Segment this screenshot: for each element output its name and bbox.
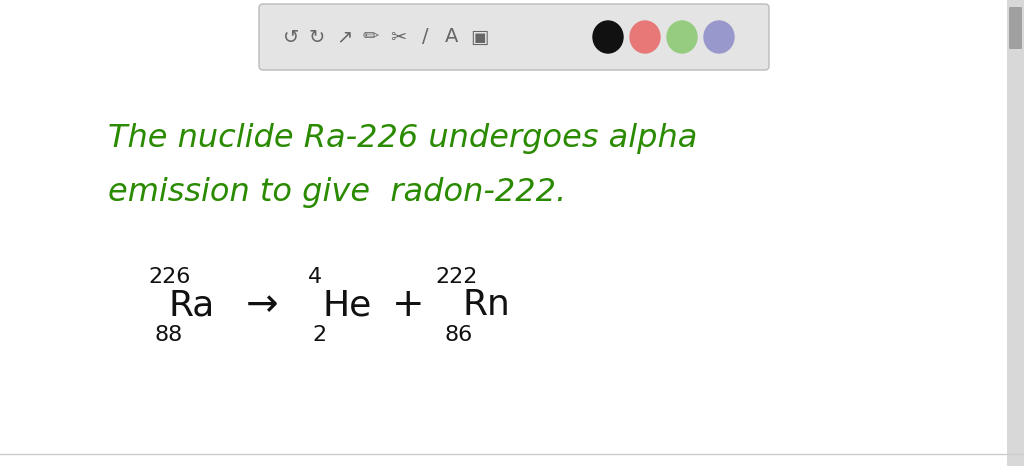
FancyBboxPatch shape [1009,7,1022,49]
FancyBboxPatch shape [1007,0,1024,466]
Text: The nuclide Ra-226 undergoes alpha: The nuclide Ra-226 undergoes alpha [108,123,697,153]
Text: 4: 4 [308,267,323,287]
Text: He: He [322,288,372,322]
Text: /: / [422,27,428,47]
Text: +: + [392,286,424,324]
Text: ↻: ↻ [309,27,326,47]
Ellipse shape [667,21,697,53]
FancyBboxPatch shape [259,4,769,70]
Text: ✂: ✂ [390,27,407,47]
Text: ▣: ▣ [470,27,488,47]
Text: ↗: ↗ [336,27,352,47]
Text: 2: 2 [312,325,326,345]
Ellipse shape [630,21,660,53]
Ellipse shape [705,21,734,53]
Text: Rn: Rn [462,288,510,322]
Text: emission to give  radon-222.: emission to give radon-222. [108,177,566,207]
Text: ✏: ✏ [362,27,379,47]
Text: Ra: Ra [168,288,214,322]
Text: →: → [246,286,279,324]
Text: 86: 86 [445,325,473,345]
Text: 222: 222 [435,267,477,287]
Text: A: A [445,27,459,47]
Ellipse shape [593,21,623,53]
Text: 226: 226 [148,267,190,287]
Text: 88: 88 [155,325,183,345]
Text: ↺: ↺ [283,27,299,47]
